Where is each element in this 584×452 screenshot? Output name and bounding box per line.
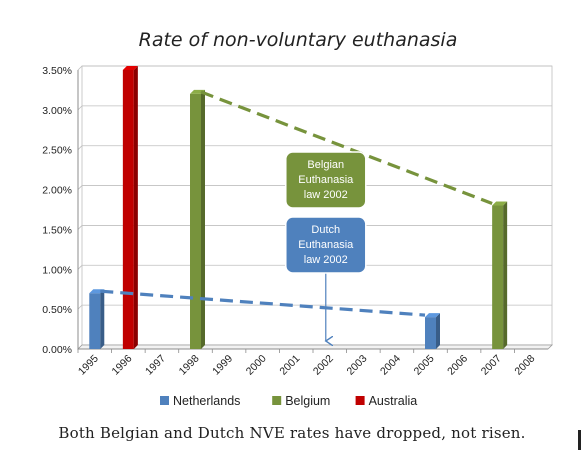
- y-tick-label: 1.50%: [42, 224, 72, 236]
- callout-line: Euthanasia: [298, 174, 354, 186]
- bar-front: [89, 293, 101, 349]
- bar-top: [425, 313, 440, 318]
- gridline-side: [77, 65, 83, 71]
- bar: [425, 313, 440, 349]
- legend-swatch: [272, 396, 282, 405]
- bar-side: [436, 313, 440, 349]
- x-tick-label: 2005: [412, 353, 437, 378]
- legend-swatch: [355, 396, 365, 405]
- y-axis-ticks: 0.00% 0.50% 1.00% 1.50% 2.00% 2.50% 3.00% 3.50%: [42, 65, 72, 356]
- bar-side: [133, 66, 138, 349]
- bar: [122, 66, 138, 349]
- bar-front: [425, 317, 436, 349]
- bar-top: [122, 66, 138, 70]
- gridline-side: [77, 304, 83, 310]
- gridline-side: [77, 105, 83, 111]
- x-tick-label: 2008: [512, 353, 537, 378]
- callout-line: Dutch: [311, 224, 340, 236]
- legend-label: Belgium: [285, 394, 330, 408]
- callout-box: [285, 151, 367, 209]
- gridline-side: [77, 265, 83, 270]
- legend-label: Netherlands: [173, 394, 240, 408]
- x-tick-label: 2000: [244, 353, 269, 378]
- caption: Both Belgian and Dutch NVE rates have dr…: [58, 424, 526, 442]
- x-tick-label: 1995: [76, 353, 101, 378]
- bar-front: [190, 93, 201, 350]
- legend-entry: Netherlands: [160, 394, 240, 408]
- callout-box: [285, 216, 367, 274]
- legend-entry: Belgium: [272, 394, 330, 408]
- trendline: [100, 289, 426, 317]
- x-tick-label: 1999: [210, 353, 235, 378]
- x-tick-label: 2006: [445, 353, 470, 378]
- legend-entry: Australia: [355, 394, 418, 408]
- y-tick-label: 3.00%: [42, 105, 72, 117]
- y-tick-label: 0.50%: [42, 304, 72, 316]
- y-tick-label: 2.00%: [42, 185, 72, 197]
- x-tick-label: 1998: [177, 353, 202, 378]
- y-tick-label: 0.00%: [42, 344, 72, 356]
- gridline-side: [77, 225, 83, 230]
- bars: [89, 66, 508, 350]
- bar-side: [503, 201, 508, 349]
- bar-front: [492, 205, 504, 349]
- gridline-side: [77, 185, 83, 190]
- bar: [492, 201, 508, 349]
- annotations: Belgian Euthanasia law 2002 Dutch Euthanasia…: [285, 151, 367, 341]
- callout: Belgian Euthanasia law 2002: [285, 151, 367, 209]
- bar-side: [100, 289, 105, 349]
- trendlines: [100, 90, 493, 317]
- bar: [190, 89, 205, 350]
- bar: [89, 289, 105, 349]
- x-tick-label: 1997: [143, 353, 168, 378]
- y-tick-label: 1.00%: [42, 264, 72, 276]
- callout: Dutch Euthanasia law 2002: [285, 216, 367, 341]
- plot-floor: [77, 344, 553, 350]
- bar-front: [122, 70, 134, 349]
- gridline-side: [77, 145, 83, 150]
- y-tick-label: 3.50%: [42, 65, 72, 77]
- trendline: [200, 90, 493, 206]
- x-tick-label: 1996: [109, 353, 134, 378]
- legend-swatch: [160, 396, 169, 405]
- x-tick-label: 2002: [311, 353, 336, 378]
- legend-label: Australia: [369, 394, 418, 408]
- x-axis-ticks: 1995 1996 1997 1998 1999 2000 2001 2002 2003 2004…: [76, 353, 538, 378]
- callout-line: law 2002: [304, 189, 348, 201]
- x-tick-label: 2004: [378, 353, 403, 378]
- bar-side: [201, 89, 205, 350]
- callout-line: Euthanasia: [298, 239, 354, 251]
- x-tick-label: 2007: [479, 353, 504, 378]
- bar-top: [492, 201, 508, 206]
- x-tick-label: 2001: [277, 353, 302, 378]
- chart-title: Rate of non-voluntary euthanasia: [139, 29, 458, 51]
- y-tick-label: 2.50%: [42, 145, 72, 157]
- edge-mark: [578, 430, 581, 450]
- x-tick-label: 2003: [344, 353, 369, 378]
- callout-line: law 2002: [304, 254, 348, 266]
- legend: Netherlands Belgium Australia: [160, 394, 417, 408]
- callout-line: Belgian: [307, 159, 344, 171]
